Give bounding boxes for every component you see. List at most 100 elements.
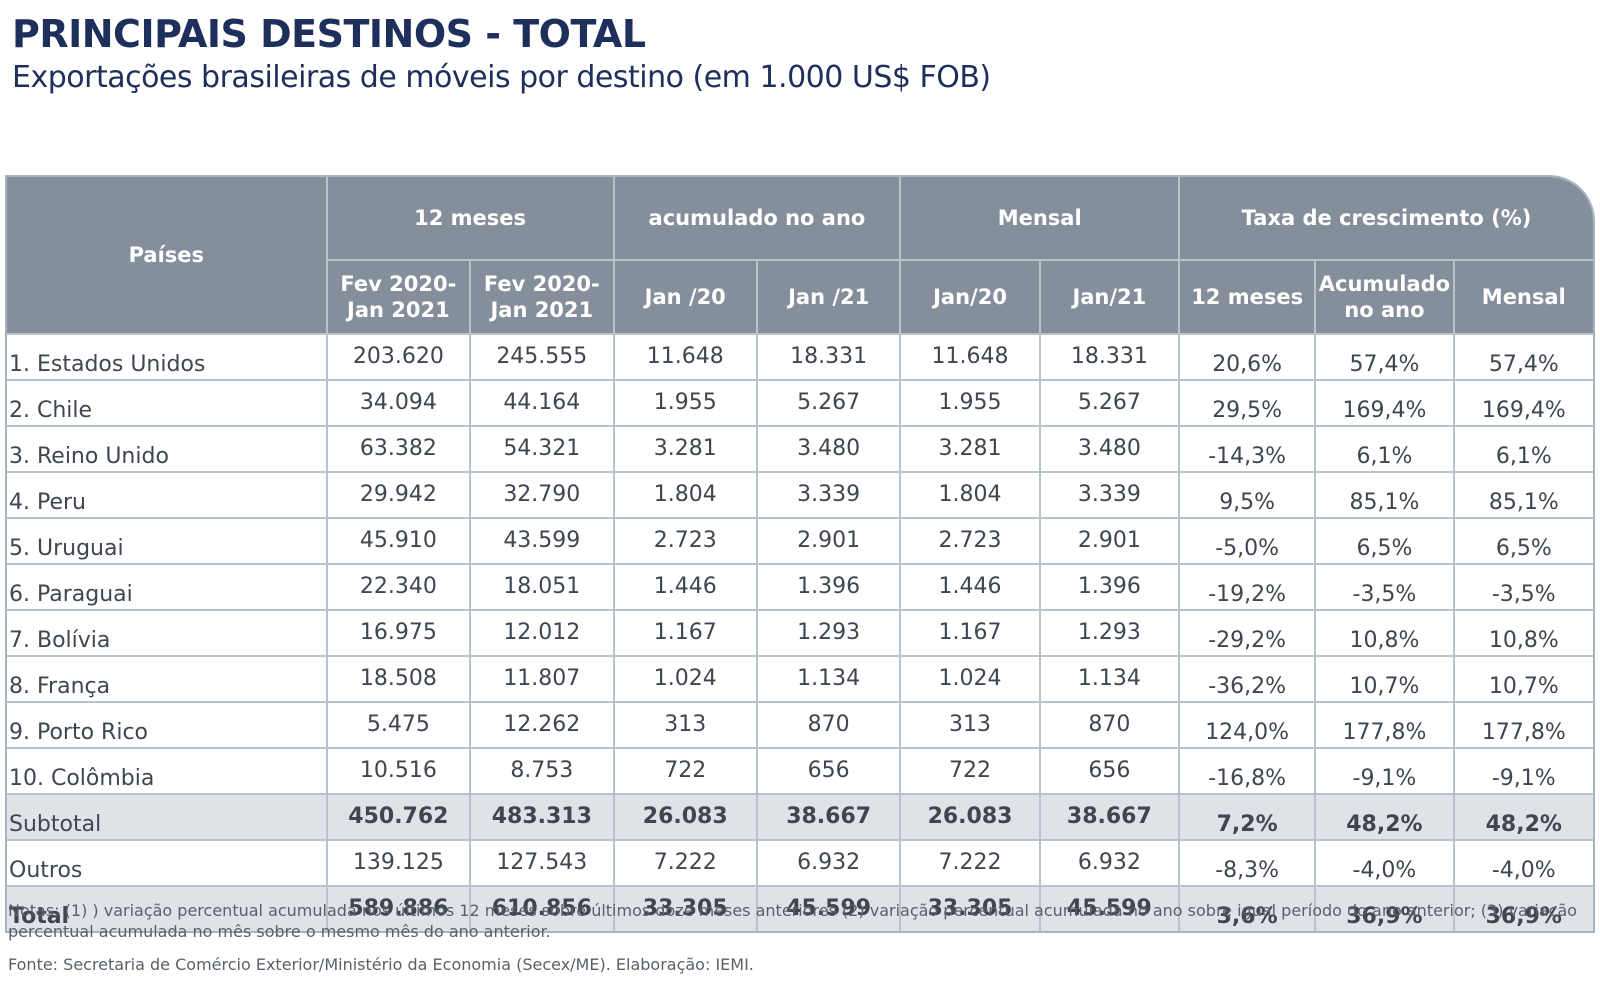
value-cell: 1.396 [757, 565, 902, 611]
page-title: PRINCIPAIS DESTINOS - TOTAL [12, 12, 646, 56]
growth-cell: 10,7% [1454, 657, 1593, 703]
value-cell: 127.543 [471, 841, 615, 887]
value-cell: 2.901 [757, 519, 902, 565]
growth-cell: -19,2% [1180, 565, 1317, 611]
value-cell: 18.331 [1040, 335, 1181, 381]
value-cell: 5.475 [327, 703, 472, 749]
group-header-mensal: Mensal [901, 177, 1181, 261]
value-cell: 6.932 [1040, 841, 1181, 887]
subheader-line: Jan 2021 [490, 298, 594, 322]
growth-cell: -9,1% [1454, 749, 1593, 795]
value-cell: 6.932 [757, 841, 902, 887]
subheader-line: Jan /21 [788, 285, 870, 309]
table-row: 8. França 18.508 11.807 1.024 1.134 1.024 1.13… [7, 657, 1593, 703]
value-cell: 3.281 [901, 427, 1041, 473]
value-cell: 32.790 [471, 473, 615, 519]
growth-cell: -3,5% [1454, 565, 1593, 611]
value-cell: 44.164 [471, 381, 615, 427]
table-row: 10. Colômbia 10.516 8.753 722 656 722 656 -16,8… [7, 749, 1593, 795]
subheader-line: Acumulado [1318, 272, 1451, 296]
growth-cell: -8,3% [1180, 841, 1317, 887]
value-cell: 2.723 [901, 519, 1041, 565]
country-cell: 3. Reino Unido [7, 427, 328, 473]
value-cell: 2.723 [614, 519, 758, 565]
value-cell: 16.975 [327, 611, 472, 657]
value-cell: 12.012 [471, 611, 615, 657]
value-cell: 45.599 [1040, 887, 1181, 931]
growth-cell: -36,2% [1180, 657, 1317, 703]
subheader-line: Jan /20 [644, 285, 726, 309]
value-cell: 1.134 [757, 657, 902, 703]
growth-cell: 48,2% [1454, 795, 1593, 841]
group-header-taxa: Taxa de crescimento (%) [1180, 177, 1593, 261]
value-cell: 870 [757, 703, 902, 749]
value-cell: 610.856 [471, 887, 615, 931]
table-notes: Notas: (1) ) variação percentual acumula… [8, 901, 1578, 941]
value-cell: 483.313 [471, 795, 615, 841]
value-cell: 26.083 [614, 795, 758, 841]
value-cell: 1.955 [614, 381, 758, 427]
value-cell: 18.051 [471, 565, 615, 611]
value-cell: 33.305 [614, 887, 758, 931]
growth-cell: 177,8% [1316, 703, 1455, 749]
value-cell: 33.305 [901, 887, 1041, 931]
value-cell: 3.339 [1040, 473, 1181, 519]
table-row: 7. Bolívia 16.975 12.012 1.167 1.293 1.167 1.2… [7, 611, 1593, 657]
value-cell: 313 [614, 703, 758, 749]
value-cell: 10.516 [327, 749, 472, 795]
subheader-line: no ano [1344, 298, 1425, 322]
page-subtitle: Exportações brasileiras de móveis por de… [12, 60, 991, 95]
value-cell: 63.382 [327, 427, 472, 473]
value-cell: 1.293 [1040, 611, 1181, 657]
country-cell: Total [7, 887, 328, 931]
table-row: Outros 139.125 127.543 7.222 6.932 7.222 6.932… [7, 841, 1593, 887]
value-cell: 5.267 [757, 381, 902, 427]
value-cell: 1.134 [1040, 657, 1181, 703]
table-row: 9. Porto Rico 5.475 12.262 313 870 313 870 124,… [7, 703, 1593, 749]
value-cell: 589.886 [327, 887, 472, 931]
value-cell: 38.667 [1040, 795, 1181, 841]
value-cell: 1.167 [901, 611, 1041, 657]
table-source: Fonte: Secretaria de Comércio Exterior/M… [8, 955, 754, 974]
growth-cell: -4,0% [1316, 841, 1455, 887]
growth-cell: 57,4% [1316, 335, 1455, 381]
value-cell: 3.480 [1040, 427, 1181, 473]
growth-cell: -29,2% [1180, 611, 1317, 657]
table-body: 1. Estados Unidos 203.620 245.555 11.648 18.… [7, 335, 1593, 931]
growth-cell: 36,9% [1454, 887, 1593, 931]
country-cell: 8. França [7, 657, 328, 703]
table-row: Subtotal 450.762 483.313 26.083 38.667 26.083… [7, 795, 1593, 841]
country-cell: 9. Porto Rico [7, 703, 328, 749]
subheader-line: Fev 2020- [483, 272, 600, 296]
growth-cell: 10,7% [1316, 657, 1455, 703]
growth-cell: 124,0% [1180, 703, 1317, 749]
value-cell: 1.293 [757, 611, 902, 657]
value-cell: 1.167 [614, 611, 758, 657]
country-cell: Outros [7, 841, 328, 887]
value-cell: 1.446 [614, 565, 758, 611]
growth-cell: -4,0% [1454, 841, 1593, 887]
value-cell: 139.125 [327, 841, 472, 887]
subheader-8: Mensal [1454, 261, 1593, 335]
growth-cell: 169,4% [1316, 381, 1455, 427]
value-cell: 3.480 [757, 427, 902, 473]
growth-cell: -5,0% [1180, 519, 1317, 565]
growth-cell: 20,6% [1180, 335, 1317, 381]
subheader-line: Jan/20 [933, 285, 1007, 309]
value-cell: 54.321 [471, 427, 615, 473]
value-cell: 1.396 [1040, 565, 1181, 611]
value-cell: 1.024 [901, 657, 1041, 703]
value-cell: 11.807 [471, 657, 615, 703]
country-cell: 5. Uruguai [7, 519, 328, 565]
value-cell: 7.222 [614, 841, 758, 887]
growth-cell: 9,5% [1180, 473, 1317, 519]
growth-cell: 6,5% [1316, 519, 1455, 565]
growth-cell: 36,9% [1316, 887, 1455, 931]
subheader-line: Jan 2021 [347, 298, 450, 322]
subheader-0: Fev 2020- Jan 2021 [327, 261, 472, 335]
value-cell: 1.955 [901, 381, 1041, 427]
subheader-line: Mensal [1481, 285, 1566, 309]
country-cell: 10. Colômbia [7, 749, 328, 795]
growth-cell: 10,8% [1316, 611, 1455, 657]
value-cell: 18.508 [327, 657, 472, 703]
